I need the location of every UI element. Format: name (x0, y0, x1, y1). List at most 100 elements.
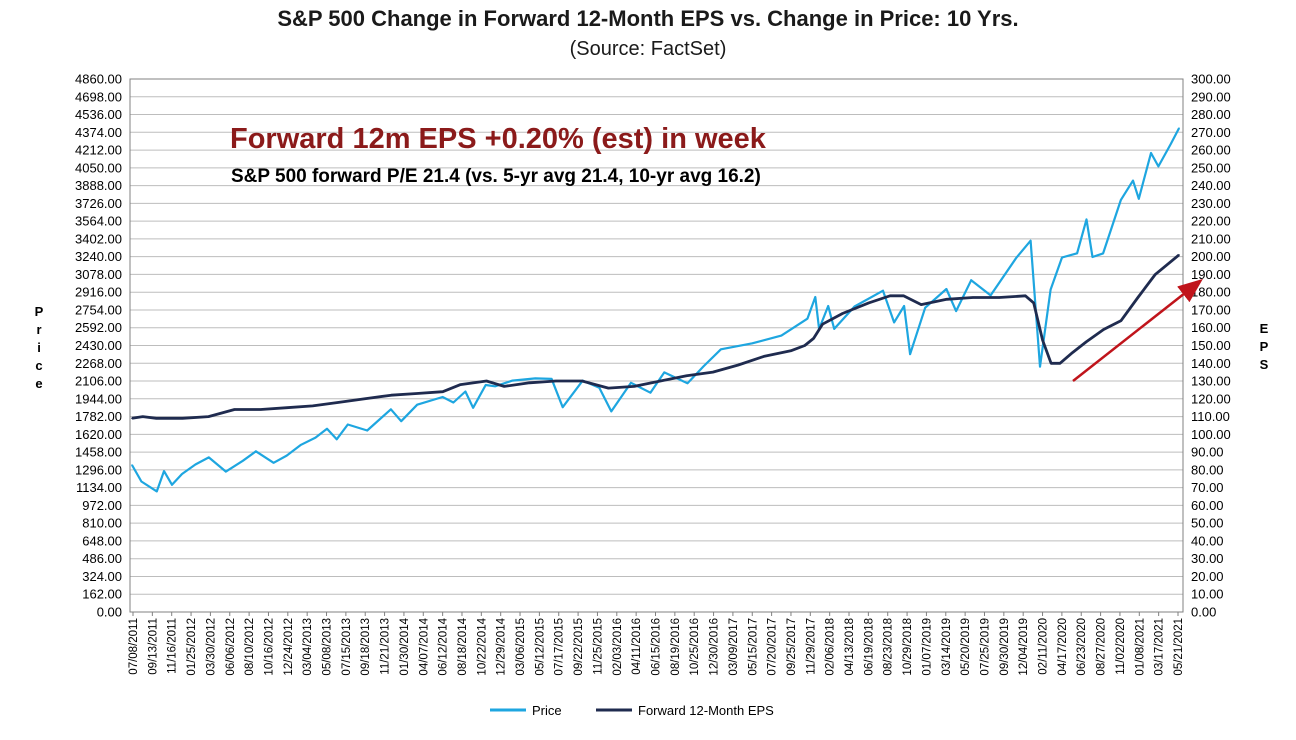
x-tick-label: 01/07/2019 (921, 618, 933, 676)
data-point (1178, 254, 1180, 256)
y-right-tick-label: 60.00 (1191, 498, 1224, 513)
data-point (780, 334, 783, 337)
data-point (827, 305, 829, 307)
data-point (909, 353, 911, 356)
data-point (1091, 256, 1094, 258)
data-point (194, 463, 197, 466)
y-right-tick-label: 160.00 (1191, 320, 1231, 335)
y-right-tick-label: 190.00 (1191, 267, 1231, 282)
y-left-tick-label: 3078.00 (75, 267, 122, 282)
x-tick-label: 06/12/2014 (438, 617, 450, 675)
data-point (156, 490, 158, 493)
x-tick-label: 05/15/2017 (747, 618, 759, 676)
data-point (702, 365, 705, 368)
trend-arrow (1072, 278, 1203, 382)
data-point (314, 436, 317, 439)
y-left-tick-label: 3888.00 (75, 178, 122, 193)
x-tick-label: 03/04/2013 (302, 618, 314, 676)
x-tick-label: 03/17/2021 (1154, 618, 1166, 676)
y-right-tick-label: 150.00 (1191, 338, 1231, 353)
legend-label-0: Price (532, 703, 562, 718)
data-point (1150, 152, 1152, 154)
data-point (893, 321, 895, 324)
data-point (1102, 252, 1104, 255)
x-tick-label: 03/14/2019 (941, 618, 953, 676)
data-point (955, 310, 957, 312)
data-point (1085, 218, 1088, 221)
data-point (155, 417, 158, 420)
data-point (1049, 288, 1052, 291)
data-point (1024, 295, 1027, 297)
data-point (812, 337, 815, 340)
x-tick-label: 01/08/2021 (1134, 618, 1146, 676)
data-point (1029, 239, 1032, 242)
data-point (140, 480, 143, 483)
data-point (225, 470, 227, 473)
x-tick-label: 09/13/2011 (147, 618, 159, 675)
data-point (1120, 319, 1122, 322)
y-right-tick-label: 30.00 (1191, 551, 1224, 566)
data-point (945, 298, 948, 301)
data-point (242, 459, 244, 462)
y-left-tick-label: 486.00 (82, 551, 122, 566)
data-point (659, 380, 662, 382)
data-point (416, 403, 419, 406)
y-left-tick-label: 4860.00 (75, 72, 122, 87)
data-point (503, 385, 506, 388)
x-tick-label: 02/03/2016 (612, 618, 624, 676)
data-point (416, 392, 418, 395)
x-tick-label: 11/16/2011 (167, 618, 179, 674)
left-axis-ticks: 4860.00 4698.00 4536.00 4374.00 4212.00 4050.… (75, 72, 122, 620)
x-tick-label: 12/30/2016 (709, 618, 721, 676)
x-tick-label: 08/10/2012 (244, 618, 256, 676)
data-point (945, 288, 948, 290)
x-tick-label: 04/11/2016 (631, 618, 643, 675)
y-left-tick-label: 3564.00 (75, 214, 122, 229)
y-right-tick-label: 200.00 (1191, 249, 1231, 264)
data-point (561, 406, 564, 409)
y-right-tick-label: 130.00 (1191, 374, 1231, 389)
annotation-pe-ratio: S&P 500 forward P/E 21.4 (vs. 5-yr avg 2… (231, 166, 761, 187)
x-tick-label: 06/19/2018 (863, 618, 875, 676)
x-tick-label: 07/25/2019 (979, 618, 991, 676)
y-left-tick-label: 2430.00 (75, 338, 122, 353)
data-point (442, 390, 444, 393)
chart-subtitle: (Source: FactSet) (569, 38, 727, 60)
data-point (337, 401, 340, 404)
y-right-tick-label: 210.00 (1191, 231, 1231, 246)
data-point (207, 415, 210, 418)
x-tick-label: 05/12/2015 (534, 618, 546, 676)
data-point (882, 289, 884, 292)
data-point (712, 371, 714, 373)
data-point (1169, 143, 1172, 145)
x-tick-label: 05/20/2019 (960, 618, 972, 676)
data-point (804, 344, 806, 347)
data-point (686, 382, 689, 385)
data-point (1132, 179, 1134, 182)
x-tick-label: 06/06/2012 (225, 618, 237, 676)
data-point (335, 438, 338, 441)
x-tick-label: 05/21/2021 (1173, 618, 1185, 676)
x-tick-label: 07/17/2015 (554, 618, 566, 676)
y-left-tick-label: 4212.00 (75, 143, 122, 158)
right-axis-ticks: 300.00 290.00 280.00 270.00 260.00 250.00 240.… (1191, 72, 1231, 620)
y-left-tick-label: 324.00 (82, 569, 122, 584)
data-point (131, 417, 133, 420)
data-point (737, 364, 740, 366)
x-tick-label: 03/09/2017 (728, 618, 740, 676)
data-point (259, 408, 262, 411)
x-tick-label: 04/13/2018 (844, 618, 856, 676)
data-point (441, 396, 444, 398)
y-left-tick-label: 4698.00 (75, 89, 122, 104)
series-line-1 (131, 253, 1180, 420)
data-point (1059, 362, 1061, 365)
data-point (400, 420, 403, 423)
data-point (751, 342, 754, 345)
y-left-tick-label: 3726.00 (75, 196, 122, 211)
data-point (649, 391, 652, 394)
y-right-tick-label: 40.00 (1191, 533, 1224, 548)
x-tick-label: 07/20/2017 (767, 618, 779, 676)
data-point (390, 394, 393, 397)
